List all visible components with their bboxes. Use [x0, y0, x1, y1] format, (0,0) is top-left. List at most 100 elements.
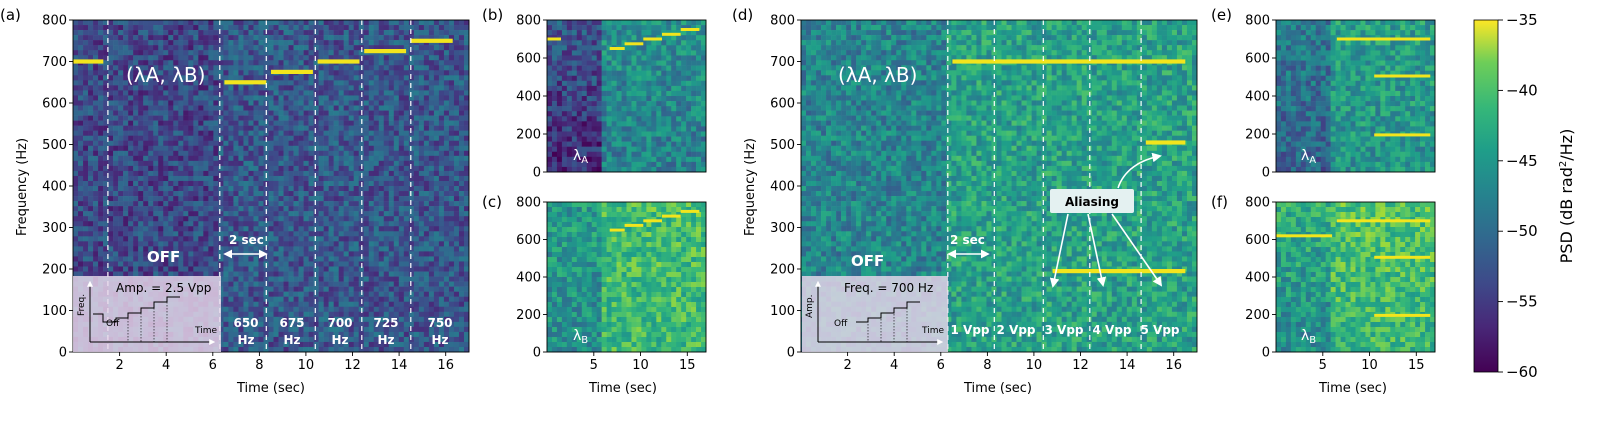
spectrogram-cell [329, 266, 334, 271]
spectrogram-cell [444, 60, 449, 65]
spectrogram-cell [344, 201, 349, 206]
spectrogram-cell [424, 75, 429, 80]
spectrogram-cell [248, 95, 253, 100]
spectrogram-cell [364, 80, 369, 85]
spectrogram-cell [113, 95, 118, 100]
spectrogram-cell [268, 30, 273, 35]
spectrogram-cell [379, 307, 384, 312]
spectrogram-cell [228, 111, 233, 116]
spectrogram-cell [88, 121, 93, 126]
spectrogram-cell [218, 40, 223, 45]
spectrogram-cell [429, 151, 434, 156]
spectrogram-cell [294, 50, 299, 55]
spectrogram-cell [289, 256, 294, 261]
spectrogram-cell [108, 55, 113, 60]
spectrogram-cell [143, 166, 148, 171]
spectrogram-cell [354, 111, 359, 116]
spectrogram-cell [98, 156, 103, 161]
spectrogram-cell [183, 216, 188, 221]
spectrogram-cell [374, 65, 379, 70]
spectrogram-cell [394, 75, 399, 80]
spectrogram-cell [339, 131, 344, 136]
spectrogram-cell [88, 186, 93, 191]
spectrogram-cell [384, 85, 389, 90]
spectrogram-cell [394, 337, 399, 342]
spectrogram-cell [334, 90, 339, 95]
spectrogram-cell [183, 266, 188, 271]
spectrogram-cell [319, 327, 324, 332]
spectrogram-cell [108, 25, 113, 30]
spectrogram-cell [128, 166, 133, 171]
spectrogram-cell [364, 312, 369, 317]
spectrogram-cell [128, 216, 133, 221]
spectrogram-cell [364, 25, 369, 30]
spectrogram-cell [213, 106, 218, 111]
spectrogram-cell [344, 231, 349, 236]
spectrogram-cell [304, 126, 309, 131]
spectrogram-cell [253, 55, 258, 60]
spectrogram-cell [128, 141, 133, 146]
spectrogram-cell [334, 80, 339, 85]
spectrogram-cell [108, 75, 113, 80]
spectrogram-cell [399, 95, 404, 100]
spectrogram-cell [394, 277, 399, 282]
spectrogram-cell [274, 226, 279, 231]
spectrogram-cell [279, 55, 284, 60]
spectrogram-cell [183, 146, 188, 151]
spectrogram-cell [268, 216, 273, 221]
spectrogram-cell [404, 111, 409, 116]
spectrogram-cell [208, 151, 213, 156]
spectrogram-cell [118, 161, 123, 166]
spectrogram-cell [389, 141, 394, 146]
spectrogram-cell [444, 85, 449, 90]
spectrogram-cell [369, 241, 374, 246]
spectrogram-cell [294, 35, 299, 40]
spectrogram-cell [128, 236, 133, 241]
spectrogram-cell [248, 35, 253, 40]
spectrogram-cell [83, 25, 88, 30]
spectrogram-cell [409, 30, 414, 35]
spectrogram-cell [294, 45, 299, 50]
spectrogram-cell [138, 131, 143, 136]
spectrogram-cell [429, 30, 434, 35]
spectrogram-cell [449, 171, 454, 176]
spectrogram-cell [113, 30, 118, 35]
spectrogram-cell [98, 196, 103, 201]
spectrogram-cell [233, 211, 238, 216]
spectrogram-cell [183, 95, 188, 100]
spectrogram-cell [309, 181, 314, 186]
spectrogram-cell [218, 196, 223, 201]
spectrogram-cell [309, 297, 314, 302]
spectrogram-cell [429, 206, 434, 211]
spectrogram-cell [444, 126, 449, 131]
spectrogram-cell [369, 60, 374, 65]
spectrogram-cell [118, 141, 123, 146]
spectrogram-cell [148, 266, 153, 271]
spectrogram-cell [439, 272, 444, 277]
spectrogram-cell [208, 256, 213, 261]
spectrogram-cell [83, 116, 88, 121]
spectrogram-cell [193, 161, 198, 166]
spectrogram-cell [384, 116, 389, 121]
spectrogram-cell [208, 226, 213, 231]
spectrogram-cell [133, 211, 138, 216]
spectrogram-cell [193, 266, 198, 271]
spectrogram-cell [364, 141, 369, 146]
spectrogram-cell [349, 45, 354, 50]
spectrogram-cell [163, 231, 168, 236]
spectrogram-cell [108, 141, 113, 146]
spectrogram-cell [314, 302, 319, 307]
spectrogram-cell [143, 191, 148, 196]
spectrogram-cell [123, 40, 128, 45]
spectrogram-cell [163, 40, 168, 45]
spectrogram-cell [339, 272, 344, 277]
spectrogram-cell [188, 136, 193, 141]
spectrogram-cell [198, 216, 203, 221]
spectrogram-cell [138, 246, 143, 251]
spectrogram-cell [419, 30, 424, 35]
spectrogram-cell [108, 186, 113, 191]
spectrogram-cell [258, 272, 263, 277]
spectrogram-cell [284, 246, 289, 251]
spectrogram-cell [253, 201, 258, 206]
spectrogram-cell [243, 126, 248, 131]
